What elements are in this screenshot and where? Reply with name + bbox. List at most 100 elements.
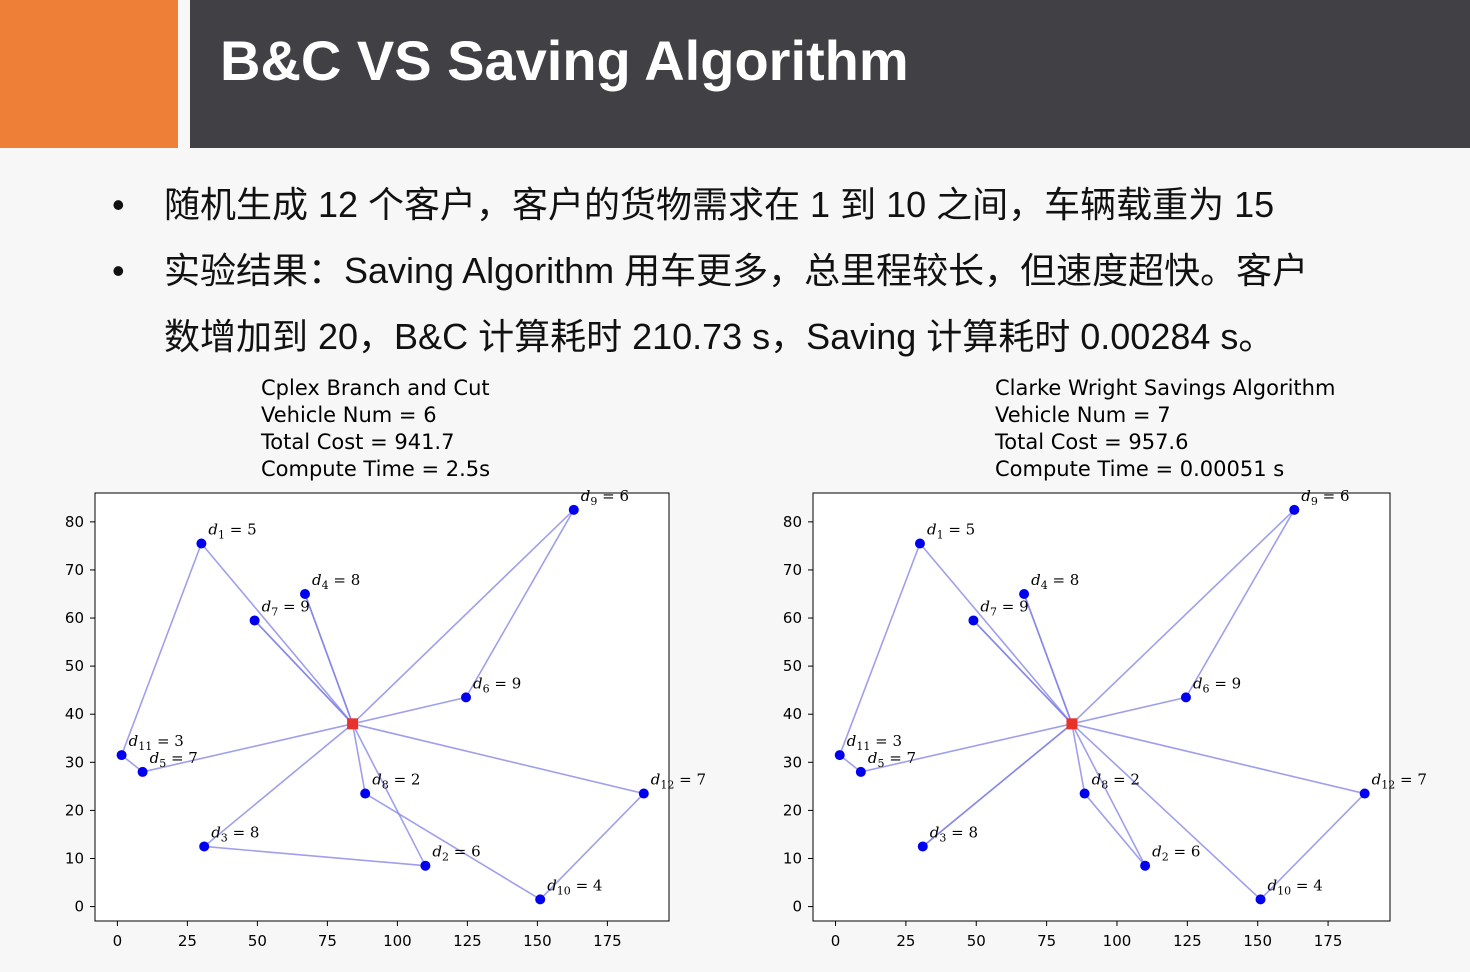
customer-point bbox=[249, 615, 260, 626]
customer-demand-label: d2 = 6 bbox=[432, 843, 480, 864]
y-tick-label: 70 bbox=[65, 561, 84, 579]
route-segment bbox=[972, 619, 1073, 725]
y-tick-label: 30 bbox=[783, 753, 802, 771]
depot-marker bbox=[1066, 718, 1078, 730]
route-segment bbox=[352, 509, 575, 725]
customer-point bbox=[199, 841, 210, 852]
slide-title: B&C VS Saving Algorithm bbox=[220, 29, 909, 92]
customer-point bbox=[1140, 860, 1151, 871]
chart-title-line: Vehicle Num = 7 bbox=[995, 403, 1171, 427]
route-segment bbox=[838, 543, 921, 756]
customer-demand-label: d9 = 6 bbox=[581, 487, 629, 508]
customer-point bbox=[196, 538, 207, 549]
y-tick-label: 80 bbox=[783, 513, 802, 531]
route-segment bbox=[539, 793, 645, 900]
customer-point bbox=[1289, 504, 1300, 515]
y-tick-label: 20 bbox=[65, 801, 84, 819]
y-tick-label: 10 bbox=[783, 849, 802, 867]
y-tick-label: 40 bbox=[783, 705, 802, 723]
route-segment bbox=[1071, 509, 1295, 725]
route-segment bbox=[860, 723, 1073, 773]
customer-demand-label: d12 = 7 bbox=[651, 771, 706, 792]
customer-point bbox=[1359, 788, 1370, 799]
x-tick-label: 150 bbox=[1243, 932, 1272, 950]
depot-marker bbox=[347, 718, 359, 730]
route-segment bbox=[364, 792, 541, 901]
customer-demand-label: d3 = 8 bbox=[930, 823, 978, 844]
customer-demand-label: d7 = 9 bbox=[262, 597, 310, 618]
customer-demand-label: d6 = 9 bbox=[1193, 674, 1241, 695]
y-tick-label: 50 bbox=[783, 657, 802, 675]
customer-point bbox=[461, 692, 471, 703]
customer-demand-label: d4 = 8 bbox=[1031, 571, 1079, 592]
route-segment bbox=[1083, 793, 1146, 867]
customer-demand-label: d1 = 5 bbox=[927, 520, 975, 541]
route-segment bbox=[352, 723, 644, 795]
x-tick-label: 0 bbox=[113, 932, 123, 950]
customer-demand-label: d5 = 7 bbox=[150, 749, 198, 770]
customer-demand-label: d1 = 5 bbox=[208, 520, 256, 541]
customer-point bbox=[360, 788, 371, 799]
chart-title-line: Compute Time = 2.5s bbox=[261, 457, 490, 481]
customer-point bbox=[1255, 894, 1266, 905]
x-tick-label: 50 bbox=[248, 932, 267, 950]
x-tick-label: 75 bbox=[318, 932, 337, 950]
route-segment bbox=[1071, 723, 1262, 900]
route-segment bbox=[1023, 593, 1073, 725]
savings-route-chart: Clarke Wright Savings Algorithm Vehicle N… bbox=[783, 376, 1427, 950]
route-segment bbox=[254, 619, 354, 725]
x-tick-label: 175 bbox=[1314, 932, 1343, 950]
route-segment bbox=[922, 723, 1073, 848]
y-tick-label: 0 bbox=[74, 898, 84, 916]
customer-point bbox=[1079, 788, 1090, 799]
x-tick-label: 25 bbox=[178, 932, 197, 950]
customer-point bbox=[914, 538, 925, 549]
route-segment bbox=[304, 593, 354, 725]
bullet-item: • 随机生成 12 个客户，客户的货物需求在 1 到 10 之间，车辆载重为 1… bbox=[112, 172, 1412, 238]
route-segment bbox=[1071, 723, 1086, 794]
customer-point bbox=[855, 766, 866, 777]
customer-demand-label: d3 = 8 bbox=[211, 823, 259, 844]
plot-area bbox=[94, 492, 670, 922]
customer-demand-label: d4 = 8 bbox=[312, 571, 360, 592]
chart-title-line: Total Cost = 957.6 bbox=[994, 430, 1188, 454]
route-segment bbox=[352, 696, 467, 725]
customer-demand-label: d7 = 9 bbox=[980, 597, 1028, 618]
customer-demand-label: d12 = 7 bbox=[1372, 771, 1427, 792]
route-segment bbox=[1071, 723, 1146, 867]
x-tick-label: 50 bbox=[967, 932, 986, 950]
customer-point bbox=[116, 750, 127, 761]
bullet-text-continued: 数增加到 20，B&C 计算耗时 210.73 s，Saving 计算耗时 0.… bbox=[164, 316, 1275, 357]
route-segment bbox=[351, 723, 427, 867]
customer-demand-label: d2 = 6 bbox=[1152, 843, 1200, 864]
chart-title-line: Cplex Branch and Cut bbox=[261, 376, 490, 400]
y-tick-label: 70 bbox=[783, 561, 802, 579]
route-segment bbox=[351, 723, 366, 794]
route-segment bbox=[1259, 793, 1366, 900]
customer-point bbox=[917, 841, 928, 852]
customer-point bbox=[568, 504, 579, 515]
route-segment bbox=[1185, 509, 1295, 698]
customer-demand-label: d10 = 4 bbox=[547, 876, 602, 897]
route-segment bbox=[120, 543, 203, 756]
customer-demand-label: d11 = 3 bbox=[129, 732, 184, 753]
bullet-dot-icon: • bbox=[112, 184, 125, 225]
route-segment bbox=[465, 509, 575, 698]
x-tick-label: 100 bbox=[1103, 932, 1132, 950]
customer-point bbox=[535, 894, 546, 905]
customer-demand-label: d5 = 7 bbox=[868, 749, 916, 770]
customer-point bbox=[300, 588, 310, 599]
x-tick-label: 150 bbox=[523, 932, 552, 950]
route-segment bbox=[142, 723, 353, 773]
orange-accent-block bbox=[0, 0, 178, 148]
customer-point bbox=[834, 750, 845, 761]
x-tick-label: 75 bbox=[1037, 932, 1056, 950]
bullet-text: 实验结果：Saving Algorithm 用车更多，总里程较长，但速度超快。客… bbox=[164, 250, 1309, 291]
bc-route-chart: Cplex Branch and Cut Vehicle Num = 6 Total… bbox=[65, 376, 706, 950]
customer-point bbox=[137, 766, 148, 777]
chart-title-line: Vehicle Num = 6 bbox=[261, 403, 437, 427]
bullet-dot-icon: • bbox=[112, 250, 125, 291]
x-tick-label: 0 bbox=[831, 932, 841, 950]
customer-demand-label: d6 = 9 bbox=[473, 674, 521, 695]
route-segment bbox=[203, 723, 354, 848]
